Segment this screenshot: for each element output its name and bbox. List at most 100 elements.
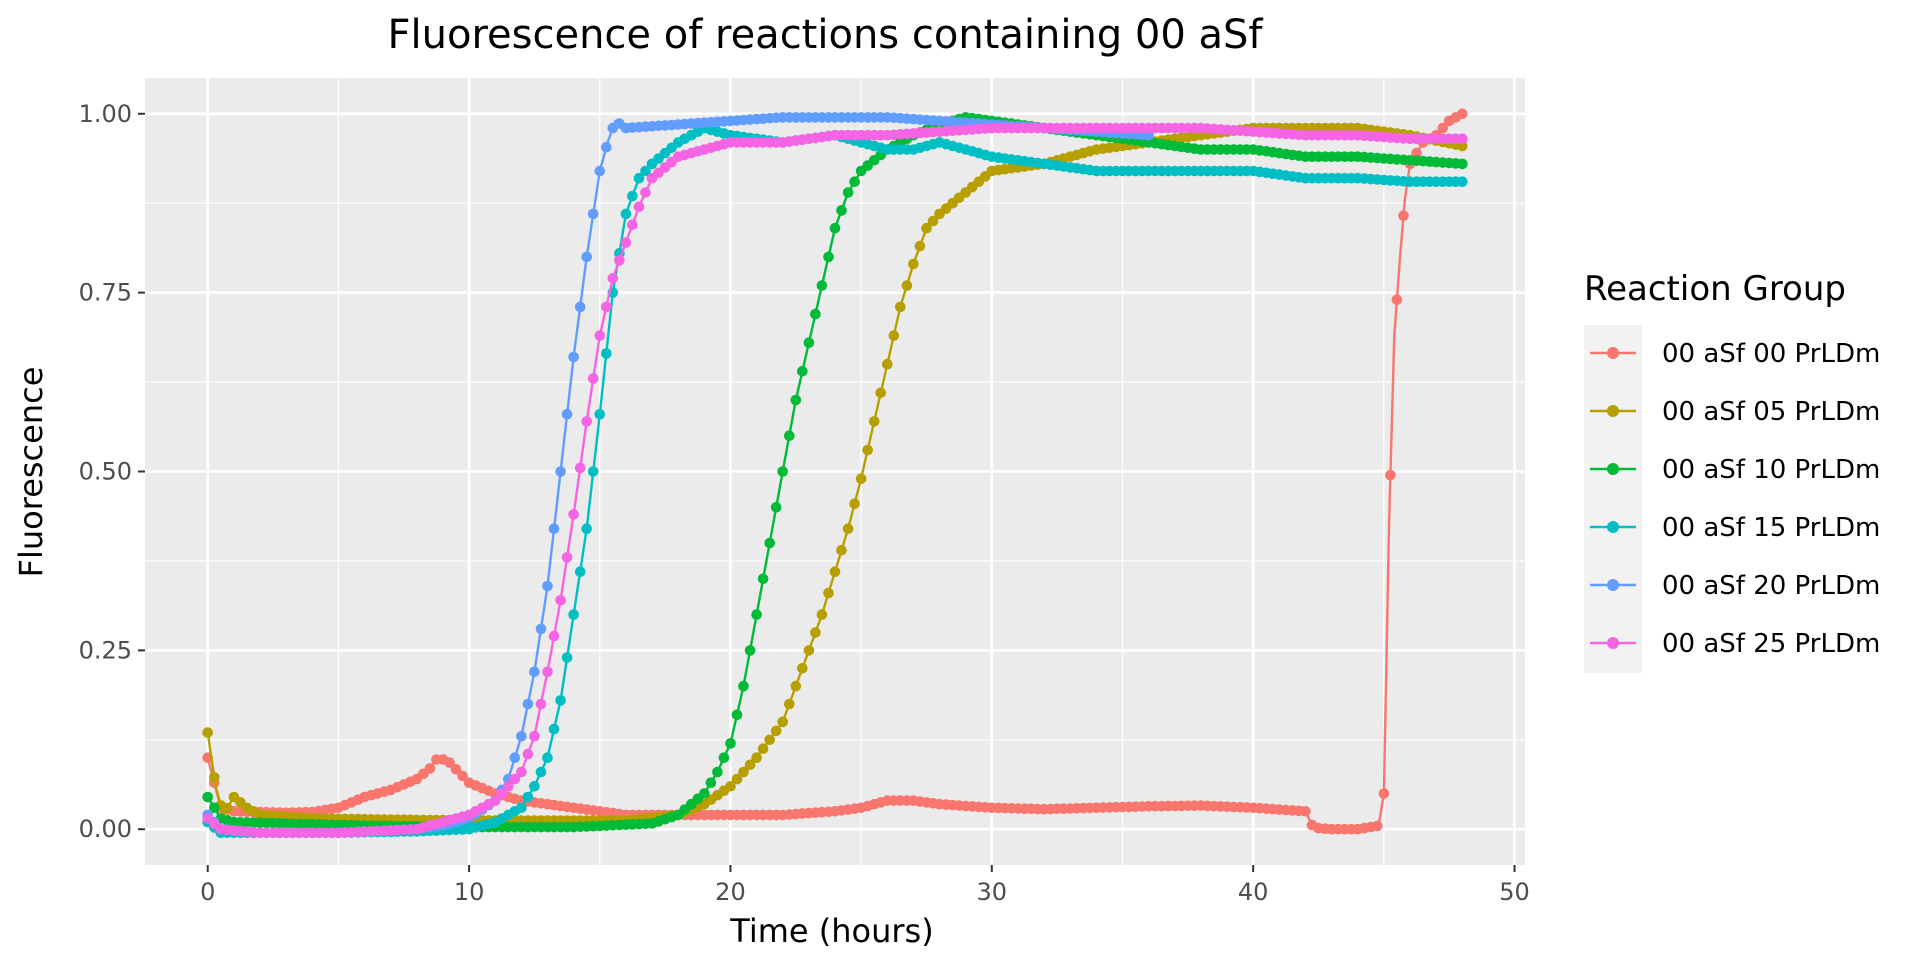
data-point [568, 609, 579, 620]
y-axis: 0.00 0.25 0.50 0.75 1.00 [79, 100, 145, 843]
data-point [1437, 122, 1448, 134]
data-point [1411, 147, 1422, 159]
data-point [712, 766, 723, 778]
data-point [784, 698, 795, 710]
data-point [921, 222, 932, 234]
data-point [797, 366, 808, 377]
data-point [777, 466, 788, 477]
data-point [535, 623, 547, 635]
legend-label: 00 aSf 00 PrLDm [1662, 339, 1880, 369]
legend-title: Reaction Group [1584, 269, 1846, 309]
y-tick-label: 0.25 [79, 636, 132, 664]
x-tick-label: 40 [1238, 878, 1269, 906]
data-point [627, 219, 638, 230]
data-point [450, 764, 462, 775]
data-point [829, 222, 841, 234]
data-point [705, 777, 717, 788]
data-point [522, 698, 534, 710]
legend-key-point [1607, 405, 1619, 417]
data-point [222, 802, 233, 814]
x-axis: 0 10 20 30 40 50 [200, 865, 1530, 906]
data-point [444, 757, 455, 768]
data-point [587, 466, 599, 477]
data-point [1457, 158, 1468, 170]
data-point [509, 773, 521, 785]
data-point [882, 358, 893, 370]
data-point [901, 280, 913, 291]
data-point [927, 215, 939, 227]
data-point [607, 273, 619, 284]
data-point [790, 394, 802, 406]
data-point [777, 716, 788, 728]
y-tick-label: 0.00 [79, 815, 132, 843]
data-point [548, 630, 560, 642]
data-point [823, 587, 834, 599]
data-point [620, 237, 632, 248]
x-tick-label: 20 [715, 878, 746, 906]
data-point [568, 351, 579, 363]
data-point [535, 766, 547, 778]
data-point [209, 772, 220, 783]
data-point [731, 709, 743, 721]
data-point [574, 566, 586, 577]
data-point [620, 208, 632, 220]
data-point [764, 537, 775, 549]
data-point [751, 752, 762, 763]
legend-item: 00 aSf 25 PrLDm [1590, 629, 1880, 659]
data-point [842, 523, 854, 534]
data-point [555, 695, 566, 706]
data-point [725, 738, 736, 749]
y-tick-label: 0.50 [79, 458, 132, 486]
data-point [574, 301, 586, 313]
data-point [862, 444, 873, 456]
legend-item: 00 aSf 15 PrLDm [1590, 513, 1880, 543]
data-point [516, 730, 527, 742]
data-point [594, 165, 606, 177]
legend-key-point [1607, 637, 1619, 649]
x-tick-label: 10 [454, 878, 485, 906]
legend-key-point [1607, 579, 1619, 591]
legend-label: 00 aSf 10 PrLDm [1662, 455, 1880, 485]
data-point [594, 409, 606, 420]
chart-title: Fluorescence of reactions containing 00 … [388, 12, 1264, 58]
data-point [1457, 108, 1468, 120]
data-point [542, 752, 553, 763]
legend-key-background [1584, 325, 1642, 673]
series-layer [202, 108, 1468, 839]
data-point [744, 645, 756, 656]
data-point [614, 255, 625, 266]
data-point [868, 416, 880, 427]
data-point [908, 258, 919, 270]
data-point [535, 698, 547, 710]
data-point [574, 462, 586, 474]
data-point [548, 723, 560, 735]
legend-label: 00 aSf 05 PrLDm [1662, 397, 1880, 427]
x-tick-label: 50 [1499, 878, 1530, 906]
data-point [738, 766, 749, 778]
data-point [522, 791, 534, 803]
data-point [516, 766, 527, 778]
legend-label: 00 aSf 25 PrLDm [1662, 629, 1880, 659]
data-point [699, 788, 710, 799]
x-tick-label: 30 [977, 878, 1008, 906]
data-point [1385, 469, 1396, 481]
data-point [542, 580, 553, 592]
data-point [568, 509, 579, 520]
legend-item: 00 aSf 20 PrLDm [1590, 571, 1880, 601]
data-point [640, 165, 651, 177]
data-point [489, 795, 501, 806]
data-point [503, 781, 514, 792]
data-point [542, 666, 553, 678]
legend: Reaction Group 00 aSf 00 PrLDm 00 aSf 05 … [1584, 269, 1880, 673]
data-point [627, 190, 638, 202]
data-point [810, 308, 821, 320]
data-point [1457, 133, 1468, 145]
data-point [1398, 210, 1409, 221]
data-point [594, 330, 606, 341]
data-point [1457, 176, 1468, 187]
data-point [803, 337, 815, 349]
legend-label: 00 aSf 15 PrLDm [1662, 513, 1880, 543]
data-point [816, 280, 828, 291]
data-point [202, 727, 213, 738]
data-point [522, 748, 534, 760]
